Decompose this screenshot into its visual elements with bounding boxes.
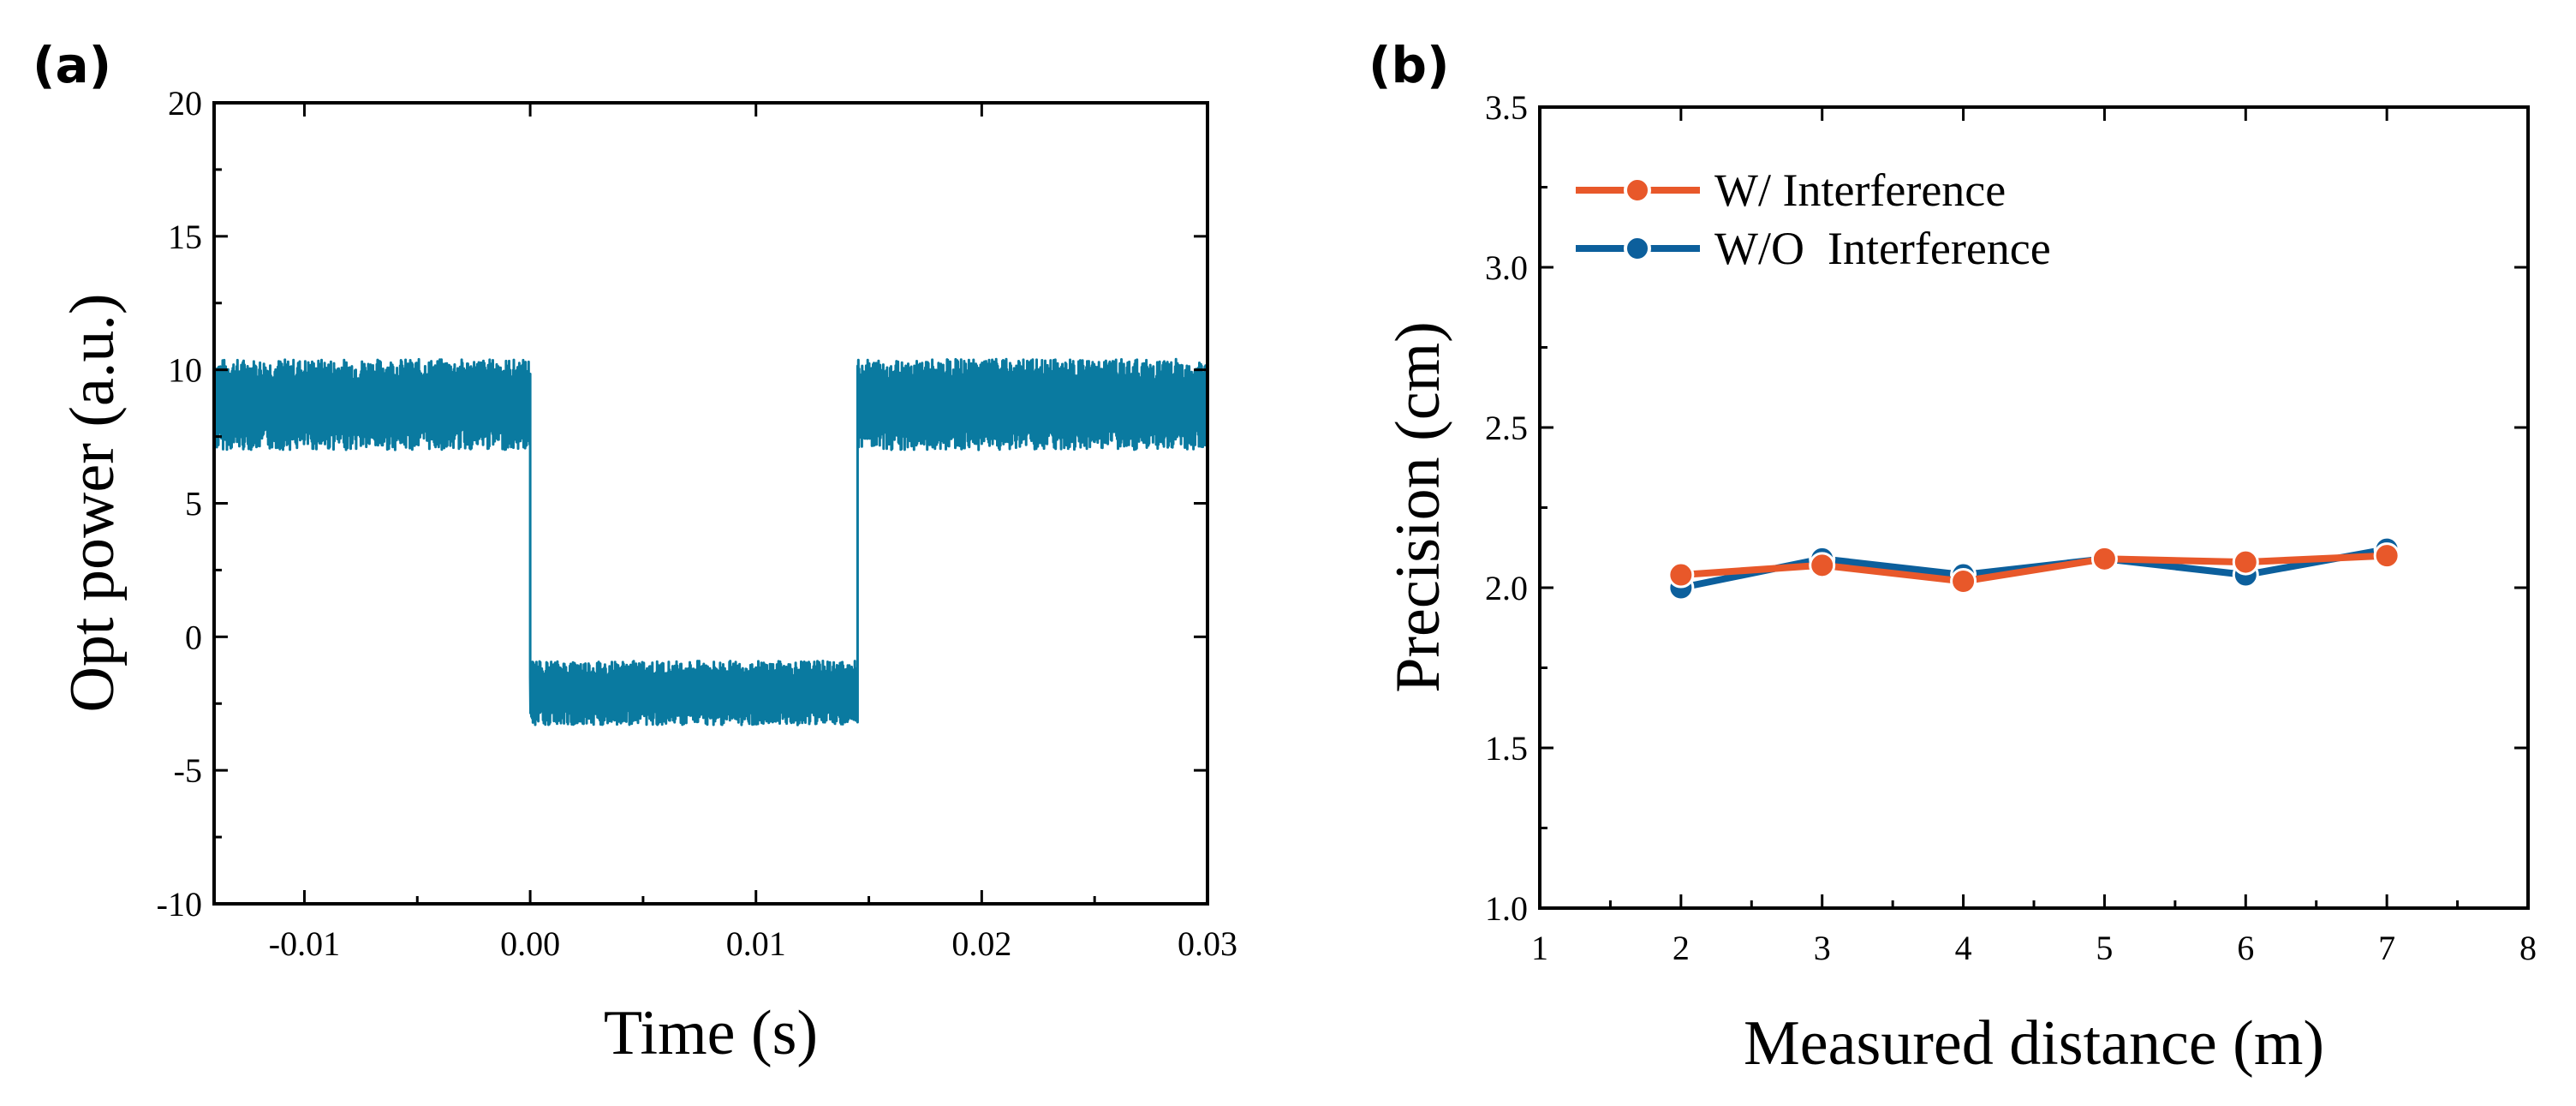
a-x-tick-label: 0.03 (1178, 924, 1237, 963)
panel-b-label: (b) (1368, 36, 1450, 94)
a-x-axis-title: Time (s) (604, 998, 818, 1068)
b-y-tick-label: 1.5 (1485, 729, 1528, 768)
b-x-tick-label: 7 (2378, 929, 2395, 967)
b-y-tick-label: 3.0 (1485, 248, 1528, 287)
legend-marker-wo-interference (1624, 235, 1651, 262)
a-signal-trace (212, 357, 1209, 726)
a-y-tick-label: 15 (168, 218, 202, 256)
a-y-tick-label: 10 (168, 351, 202, 390)
b-point-w-interference (1950, 568, 1977, 595)
legend-marker-w-interference (1624, 176, 1651, 204)
b-x-tick-label: 8 (2519, 929, 2537, 967)
a-x-tick-label: 0.00 (500, 924, 560, 963)
b-x-tick-label: 6 (2237, 929, 2254, 967)
b-x-tick-label: 1 (1531, 929, 1548, 967)
a-ticks: -0.01 0.00 0.01 0.02 0.03 -10 -5 0 5 10 15 20 (157, 84, 1237, 963)
a-x-tick-label: 0.01 (726, 924, 786, 963)
a-plot-frame (212, 101, 1209, 906)
b-series (1667, 535, 2400, 601)
a-y-tick-label: 5 (185, 485, 202, 523)
b-x-tick-label: 4 (1955, 929, 1972, 967)
b-line-w-interference (1680, 552, 2388, 585)
b-x-tick-label: 3 (1814, 929, 1831, 967)
panel-a: (a) -0.01 0.00 0.01 0.02 0.03 -10 -5 0 5 10 15 20 T… (33, 36, 1237, 1068)
a-y-tick-label: 20 (168, 84, 202, 123)
legend-label-w-interference: W/ Interference (1714, 164, 2006, 216)
a-y-tick-label: 0 (185, 618, 202, 656)
b-ticks: 1 2 3 4 5 6 7 8 1.0 1.5 2.0 2.5 3.0 3.5 (1485, 88, 2537, 967)
b-legend: W/ Interference W/O Interference (1576, 164, 2051, 274)
b-x-tick-label: 2 (1673, 929, 1690, 967)
b-y-tick-label: 3.5 (1485, 88, 1528, 127)
panel-b: (b) 1 2 3 4 5 6 7 8 1.0 1.5 2.0 2.5 3.0 3.5 W/ Interf… (1368, 36, 2537, 1079)
a-y-tick-label: -10 (157, 885, 202, 924)
legend-label-wo-interference: W/O Interference (1714, 223, 2051, 274)
b-y-axis-title: Precision (cm) (1383, 321, 1453, 693)
a-signal-line (212, 357, 1209, 726)
a-x-tick-label: -0.01 (269, 924, 340, 963)
b-point-w-interference (2232, 548, 2259, 576)
panel-a-label: (a) (33, 36, 111, 94)
a-y-tick-label: -5 (174, 751, 202, 790)
a-y-axis-title: Opt power (a.u.) (57, 293, 128, 712)
b-point-w-interference (1667, 561, 1695, 589)
b-x-tick-label: 5 (2096, 929, 2113, 967)
b-y-tick-label: 2.5 (1485, 409, 1528, 447)
a-x-tick-label: 0.02 (951, 924, 1011, 963)
b-point-w-interference (2090, 545, 2118, 572)
b-x-axis-title: Measured distance (m) (1744, 1008, 2324, 1079)
b-y-tick-label: 2.0 (1485, 569, 1528, 607)
b-point-w-interference (2373, 542, 2400, 570)
b-y-tick-label: 1.0 (1485, 889, 1528, 928)
b-point-w-interference (1809, 552, 1836, 579)
